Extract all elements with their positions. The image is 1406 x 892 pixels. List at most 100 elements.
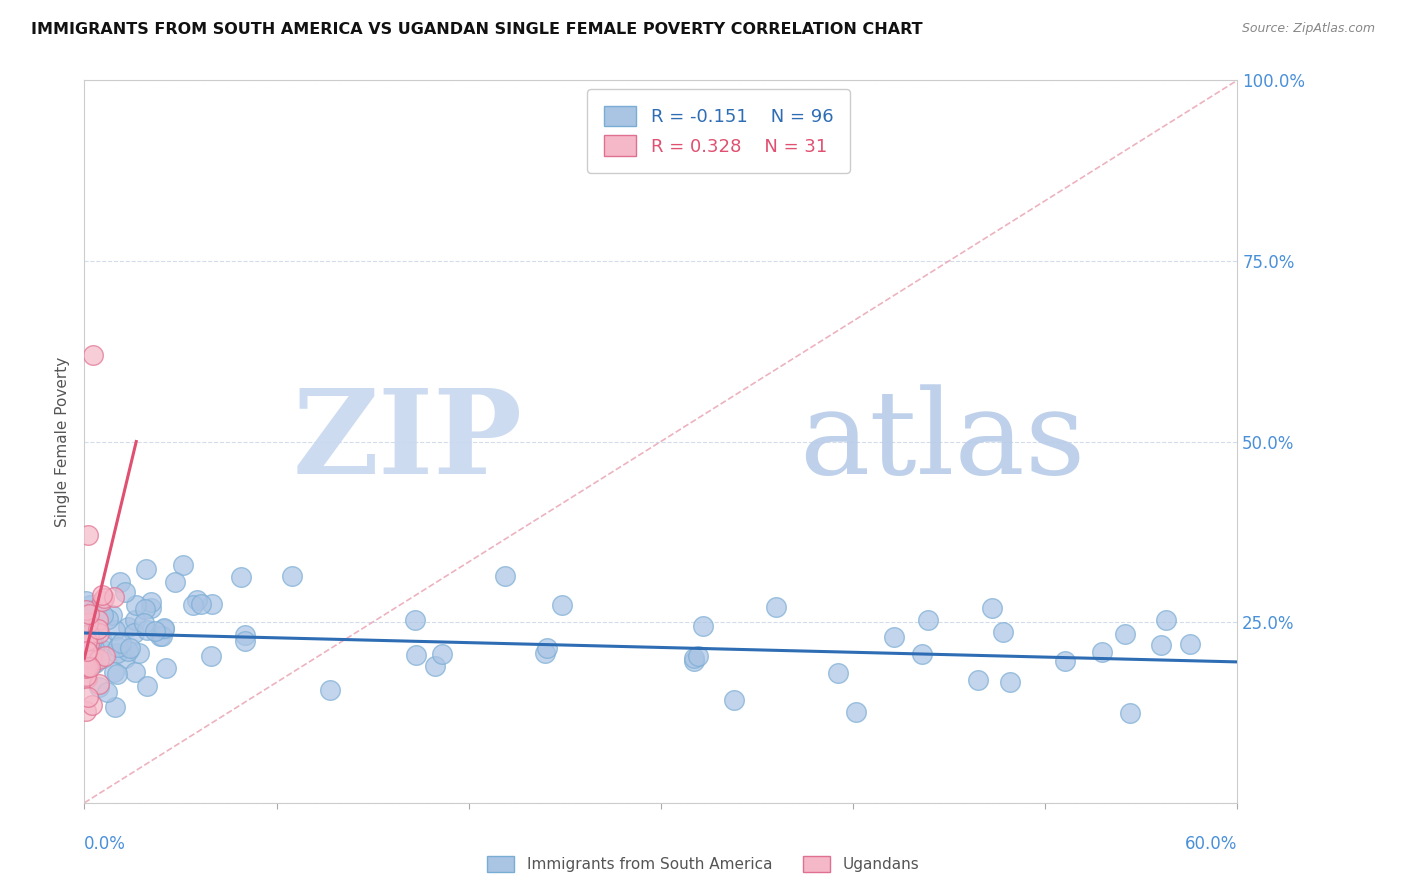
Point <box>1180 636 1202 650</box>
Point <box>75 594 97 608</box>
Point <box>980 601 1002 615</box>
Point <box>153 621 176 635</box>
Point <box>1154 613 1177 627</box>
Point <box>84 605 107 619</box>
Point <box>1119 706 1142 720</box>
Point <box>128 646 150 660</box>
Point <box>132 615 155 630</box>
Point <box>494 569 516 583</box>
Text: ZIP: ZIP <box>292 384 523 499</box>
Point <box>124 613 146 627</box>
Point <box>91 642 114 657</box>
Point <box>1091 645 1114 659</box>
Point <box>233 628 256 642</box>
Point <box>692 619 714 633</box>
Point <box>155 661 177 675</box>
Point <box>76 672 98 686</box>
Point <box>114 584 136 599</box>
Point <box>82 631 104 645</box>
Point <box>89 625 111 640</box>
Point <box>165 575 187 590</box>
Point <box>998 675 1021 690</box>
Point <box>110 636 132 650</box>
Point <box>186 593 208 607</box>
Point <box>75 603 97 617</box>
Point <box>84 657 107 671</box>
Point <box>75 669 97 683</box>
Point <box>80 698 103 712</box>
Point <box>80 636 103 650</box>
Point <box>967 673 990 687</box>
Point <box>97 612 120 626</box>
Text: 60.0%: 60.0% <box>1185 835 1237 854</box>
Point <box>404 614 426 628</box>
Point <box>114 650 136 665</box>
Point <box>91 594 114 608</box>
Point <box>991 625 1014 640</box>
Point <box>153 622 176 636</box>
Point <box>134 601 156 615</box>
Point <box>83 647 105 661</box>
Point <box>104 700 127 714</box>
Point <box>82 657 104 671</box>
Point <box>405 648 427 662</box>
Text: atlas: atlas <box>799 384 1085 499</box>
Point <box>105 666 128 681</box>
Point <box>150 629 173 643</box>
Point <box>181 599 204 613</box>
Point <box>77 632 100 647</box>
Point <box>77 660 100 674</box>
Point <box>172 558 194 572</box>
Point <box>1150 639 1173 653</box>
Y-axis label: Single Female Poverty: Single Female Poverty <box>55 357 70 526</box>
Point <box>79 660 101 674</box>
Point <box>1114 627 1136 641</box>
Point <box>883 630 905 644</box>
Point <box>683 650 706 665</box>
Point <box>1053 654 1076 668</box>
Text: Source: ZipAtlas.com: Source: ZipAtlas.com <box>1241 22 1375 36</box>
Point <box>101 607 124 622</box>
Text: 0.0%: 0.0% <box>84 835 127 854</box>
Point <box>551 598 574 612</box>
Point <box>87 651 110 665</box>
Point <box>686 648 709 663</box>
Point <box>86 613 108 627</box>
Point <box>80 650 103 665</box>
Point <box>86 622 108 636</box>
Point <box>124 665 146 679</box>
Point <box>82 348 104 362</box>
Point <box>87 680 110 694</box>
Point <box>77 627 100 641</box>
Point <box>83 603 105 617</box>
Point <box>190 597 212 611</box>
Point <box>76 690 98 704</box>
Point <box>917 613 939 627</box>
Legend: R = -0.151    N = 96, R = 0.328    N = 31: R = -0.151 N = 96, R = 0.328 N = 31 <box>588 89 849 172</box>
Point <box>110 575 132 590</box>
Point <box>77 644 100 658</box>
Point <box>75 704 97 718</box>
Legend: Immigrants from South America, Ugandans: Immigrants from South America, Ugandans <box>479 848 927 880</box>
Point <box>910 647 932 661</box>
Point <box>75 641 97 656</box>
Point <box>75 658 97 673</box>
Point <box>96 685 118 699</box>
Point <box>536 641 558 656</box>
Point <box>143 624 166 639</box>
Point <box>105 646 128 660</box>
Point <box>201 597 224 611</box>
Point <box>76 616 98 631</box>
Point <box>139 595 162 609</box>
Point <box>90 631 112 645</box>
Point <box>76 611 98 625</box>
Point <box>135 562 157 576</box>
Point <box>683 654 706 668</box>
Point <box>104 623 127 637</box>
Point <box>75 661 97 675</box>
Point <box>83 640 105 655</box>
Point <box>136 679 159 693</box>
Point <box>319 682 342 697</box>
Point <box>107 640 129 654</box>
Point <box>200 648 222 663</box>
